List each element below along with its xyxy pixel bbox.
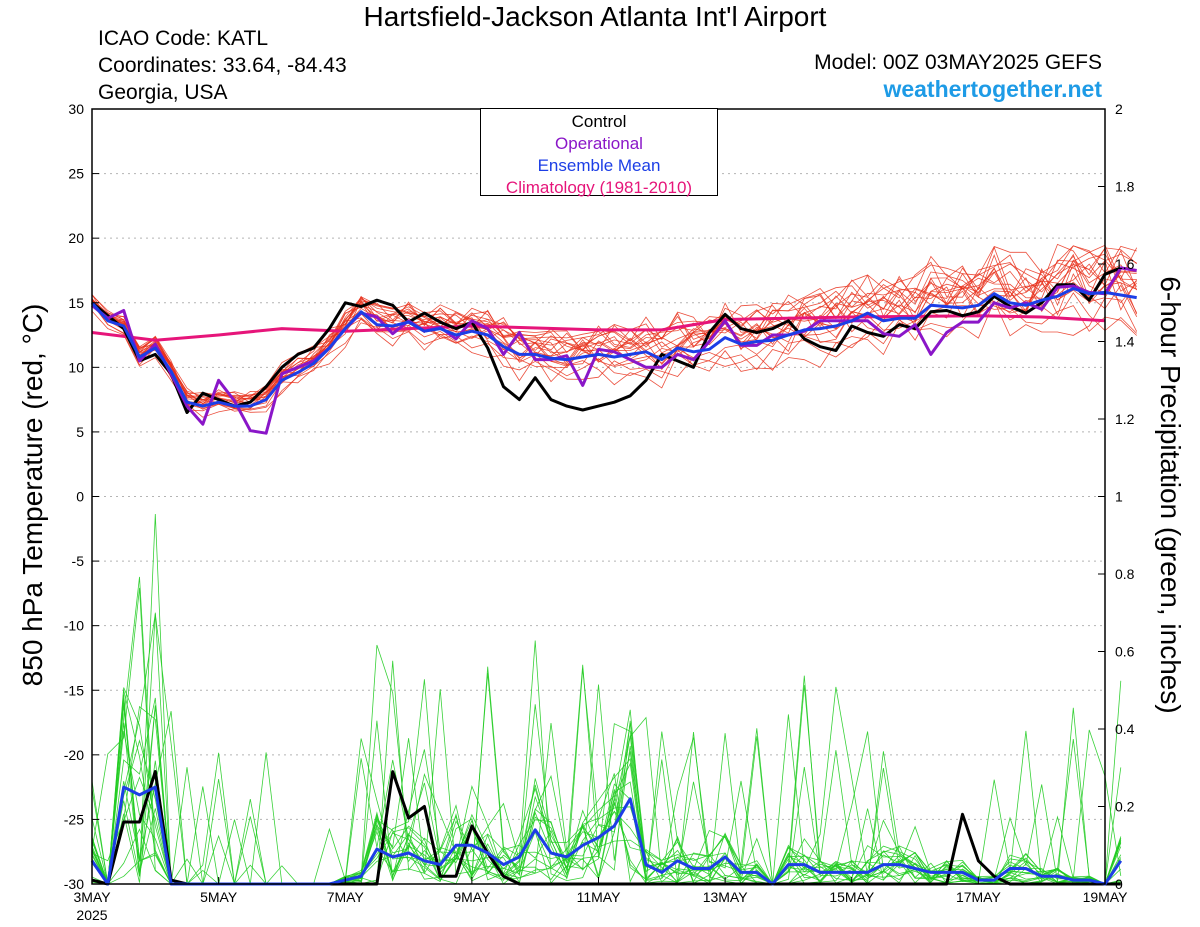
- x-tick-label: 5MAY: [200, 889, 238, 905]
- climatology-1981-2010-temp-line: [91, 314, 1106, 342]
- control-temp-line: [91, 266, 1122, 414]
- left-tick-label: 0: [76, 489, 84, 505]
- left-axis-ticks: -30 -25 -20 -15 -10 -5 0 5 10 15 20 25 30: [64, 101, 99, 892]
- ensemble-mean-temp-line: [90, 287, 1137, 408]
- y-axis-label-precipitation: 6-hour Precipitation (green, inches): [1155, 276, 1186, 714]
- right-tick-label: 1.6: [1115, 256, 1135, 272]
- right-tick-label: 0.4: [1115, 721, 1135, 737]
- precipitation-member-line: [91, 714, 1122, 885]
- right-tick-label: 1.4: [1115, 334, 1135, 350]
- right-tick-label: 1.2: [1115, 411, 1135, 427]
- precipitation-member-line: [91, 685, 1122, 885]
- left-tick-label: -10: [64, 618, 84, 634]
- right-tick-label: 0: [1115, 876, 1123, 892]
- temperature-member-line: [91, 247, 1138, 404]
- temperature-member-line: [91, 273, 1138, 409]
- temperature-member-line: [91, 297, 1138, 412]
- left-tick-label: -15: [64, 682, 84, 698]
- legend-entry-operational: Operational: [555, 134, 643, 153]
- x-tick-label: 17MAY: [956, 889, 1002, 905]
- left-tick-label: -20: [64, 747, 84, 763]
- icao-code: ICAO Code: KATL: [98, 27, 269, 50]
- left-tick-label: 10: [68, 359, 84, 375]
- x-axis-ticks: 3MAY 2025 5MAY 7MAY 9MAY 11MAY 13MAY 15MAY 17MAY…: [73, 877, 1128, 923]
- right-tick-label: 2: [1115, 101, 1123, 117]
- x-tick-label: 7MAY: [327, 889, 365, 905]
- precipitation-member-line: [91, 675, 1122, 885]
- temperature-member-line: [91, 259, 1137, 409]
- legend-entry-climatology: Climatology (1981-2010): [505, 178, 693, 197]
- legend: Control Operational Ensemble Mean Climat…: [480, 108, 718, 197]
- temperature-member-line: [91, 262, 1138, 407]
- temperature-member-line: [91, 255, 1138, 399]
- precipitation-member-line: [91, 690, 1122, 886]
- x-tick-label: 11MAY: [577, 889, 621, 905]
- right-tick-label: 0.2: [1115, 799, 1135, 815]
- right-tick-label: 1: [1115, 489, 1123, 505]
- left-tick-label: 5: [76, 424, 84, 440]
- left-tick-label: -30: [64, 876, 84, 892]
- operational-temp-line: [91, 266, 1137, 435]
- precipitation-member-line: [91, 680, 1122, 885]
- precipitation-member-line: [91, 640, 1121, 885]
- temperature-member-line: [91, 245, 1137, 404]
- x-tick-label: 9MAY: [453, 889, 491, 905]
- legend-entry-ensemble-mean: Ensemble Mean: [537, 156, 661, 175]
- right-tick-label: 0.8: [1115, 566, 1135, 582]
- left-tick-label: -25: [64, 811, 84, 827]
- left-tick-label: 15: [68, 295, 84, 311]
- left-tick-label: 30: [68, 101, 84, 117]
- x-tick-label: 3MAY: [73, 889, 111, 905]
- temperature-member-line: [91, 244, 1137, 401]
- main-series-lines: [90, 266, 1137, 886]
- right-tick-label: 1.8: [1115, 179, 1135, 195]
- temperature-member-line: [91, 249, 1138, 405]
- precipitation-member-line: [91, 644, 1122, 886]
- chart-title: Hartsfield-Jackson Atlanta Int'l Airport: [363, 1, 827, 32]
- temperature-member-line: [91, 292, 1137, 418]
- precipitation-member-line: [91, 613, 1122, 885]
- precipitation-member-line: [91, 704, 1122, 886]
- x-tick-sublabel: 2025: [76, 907, 107, 923]
- coordinates: Coordinates: 33.64, -84.43: [98, 54, 347, 77]
- y-axis-label-temperature: 850 hPa Temperature (red, °C): [17, 303, 48, 687]
- site-link[interactable]: weathertogether.net: [883, 76, 1102, 102]
- precipitation-member-line: [91, 612, 1122, 886]
- right-axis-ticks: 0 0.2 0.4 0.6 0.8 1 1.2 1.4 1.6 1.8 2: [1098, 101, 1135, 892]
- legend-entry-control: Control: [571, 112, 627, 131]
- x-tick-label: 13MAY: [703, 889, 749, 905]
- left-tick-label: 25: [68, 166, 84, 182]
- region: Georgia, USA: [98, 81, 228, 104]
- x-tick-label: 15MAY: [829, 889, 875, 905]
- right-tick-label: 0.6: [1115, 644, 1135, 660]
- left-tick-label: -5: [72, 553, 85, 569]
- left-tick-label: 20: [68, 230, 84, 246]
- x-tick-label: 19MAY: [1083, 889, 1129, 905]
- precipitation-member-line: [91, 702, 1121, 886]
- model-run: Model: 00Z 03MAY2025 GEFS: [814, 51, 1102, 74]
